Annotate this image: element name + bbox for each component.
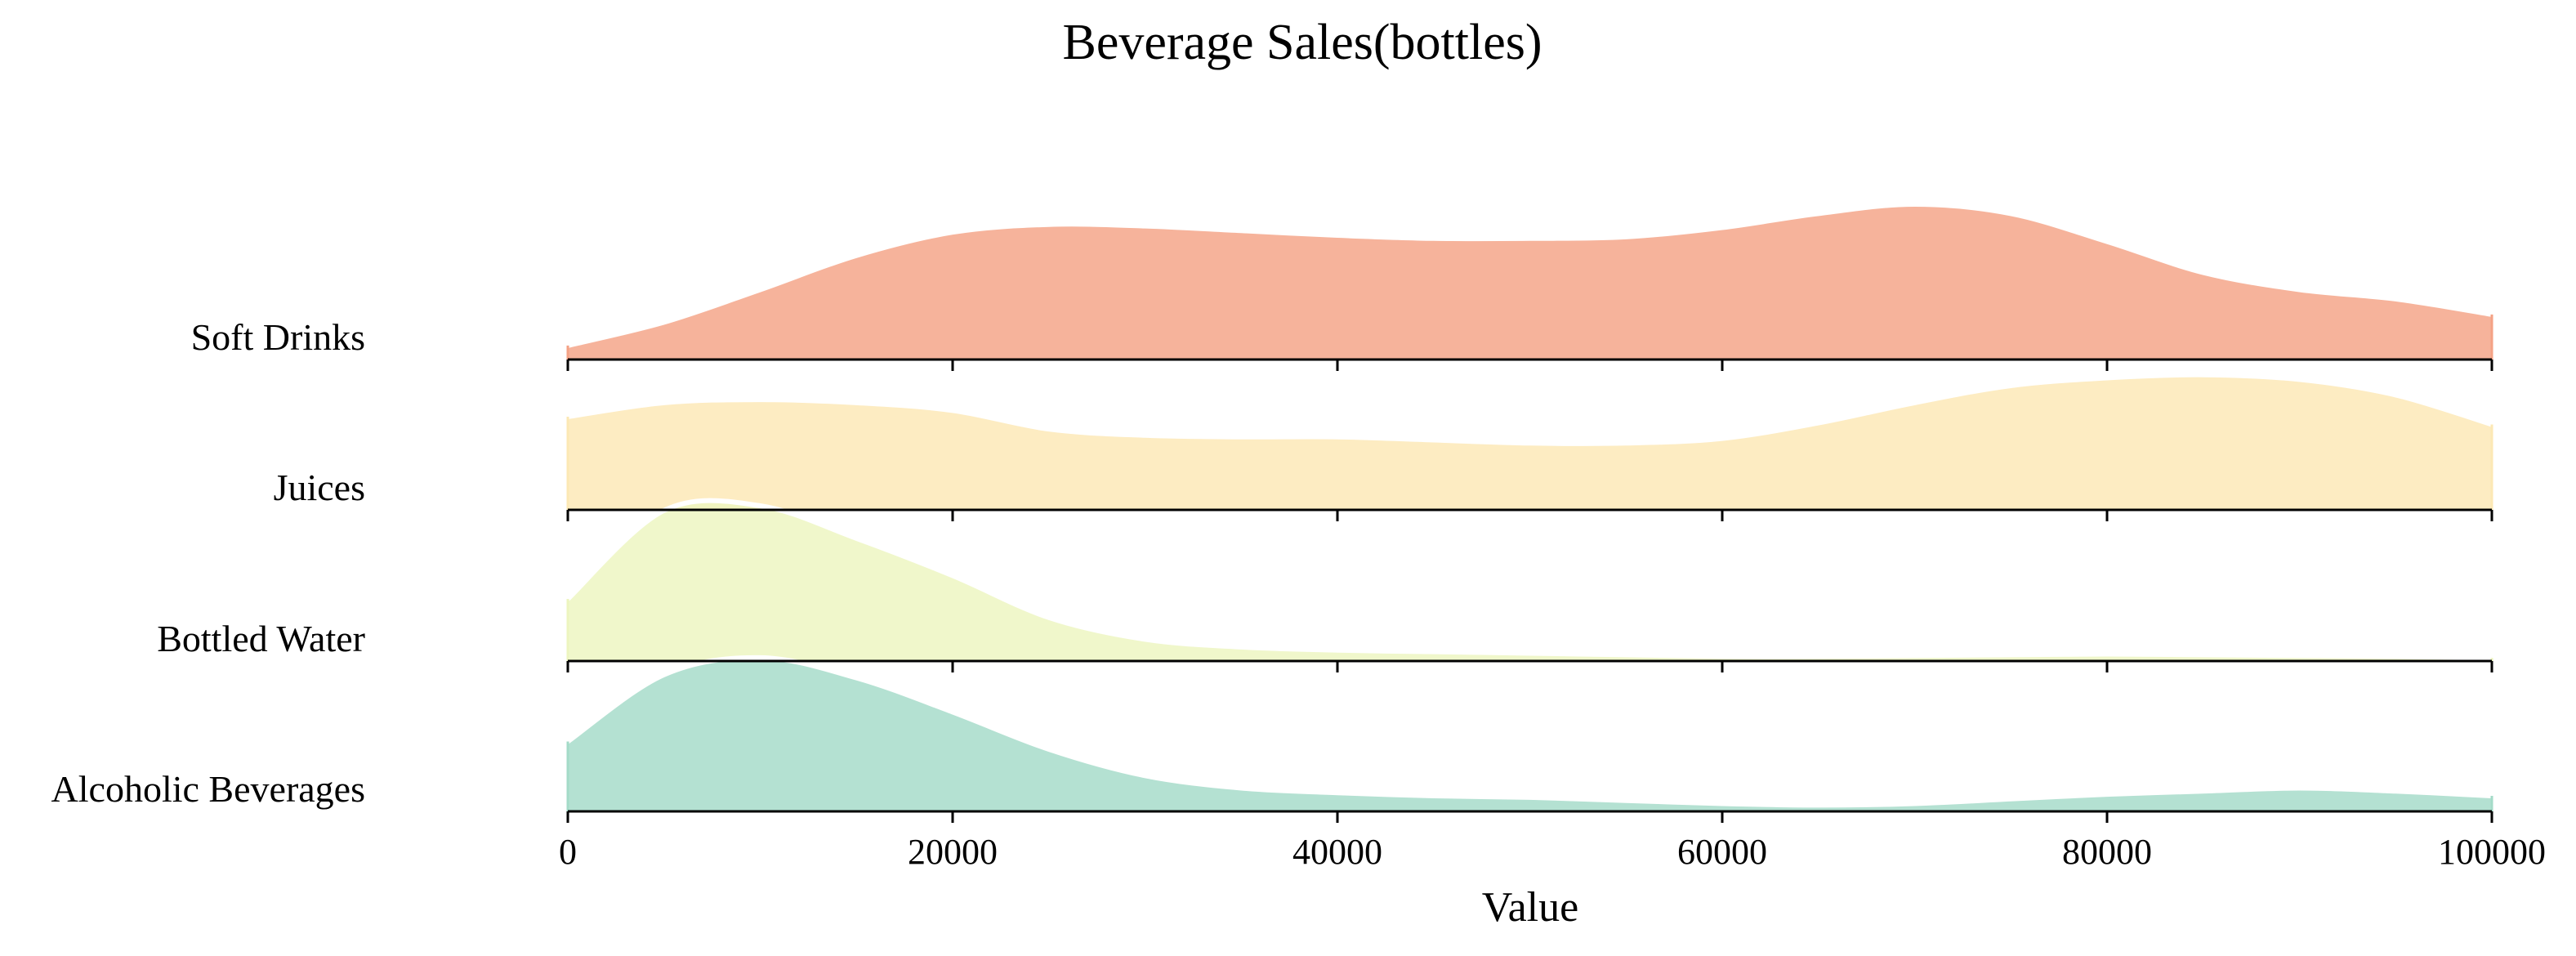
x-tick-label: 60000 <box>1677 832 1767 872</box>
ridge-bottled-water <box>565 498 2493 661</box>
baselines-layer <box>566 358 2493 823</box>
ridge-area <box>568 500 2492 661</box>
ridges-layer <box>565 201 2493 811</box>
category-label: Alcoholic Beverages <box>51 768 365 810</box>
x-tick-label: 80000 <box>2062 832 2152 872</box>
baseline-axis <box>566 508 2493 521</box>
x-tick-label: 0 <box>559 832 577 872</box>
x-tick-label: 100000 <box>2438 832 2546 872</box>
ridge-alcoholic-beverages <box>566 654 2493 811</box>
x-axis-label: Value <box>1482 884 1578 931</box>
ridge-area <box>568 374 2492 510</box>
ridge-outline <box>566 654 2493 808</box>
category-label: Bottled Water <box>157 618 365 659</box>
ridge-outline <box>565 498 2493 661</box>
x-tick-label: 20000 <box>908 832 998 872</box>
x-tick-label: 40000 <box>1292 832 1382 872</box>
ridge-soft-drinks <box>566 201 2493 360</box>
ridge-area <box>568 657 2492 811</box>
x-tick-labels: 0 20000 40000 60000 80000 100000 <box>559 832 2546 872</box>
ridge-juices <box>566 372 2493 510</box>
baseline-axis <box>566 358 2493 371</box>
category-label: Juices <box>274 467 365 508</box>
baseline-axis <box>566 659 2493 672</box>
ridge-area <box>568 204 2492 360</box>
category-labels: Soft Drinks Juices Bottled Water Alcoholic … <box>51 316 365 810</box>
category-label: Soft Drinks <box>191 316 365 358</box>
ridge-outline <box>567 372 2493 446</box>
chart-title: Beverage Sales(bottles) <box>1062 15 1542 70</box>
ridge-outline <box>567 201 2493 348</box>
baseline-axis <box>566 810 2493 823</box>
